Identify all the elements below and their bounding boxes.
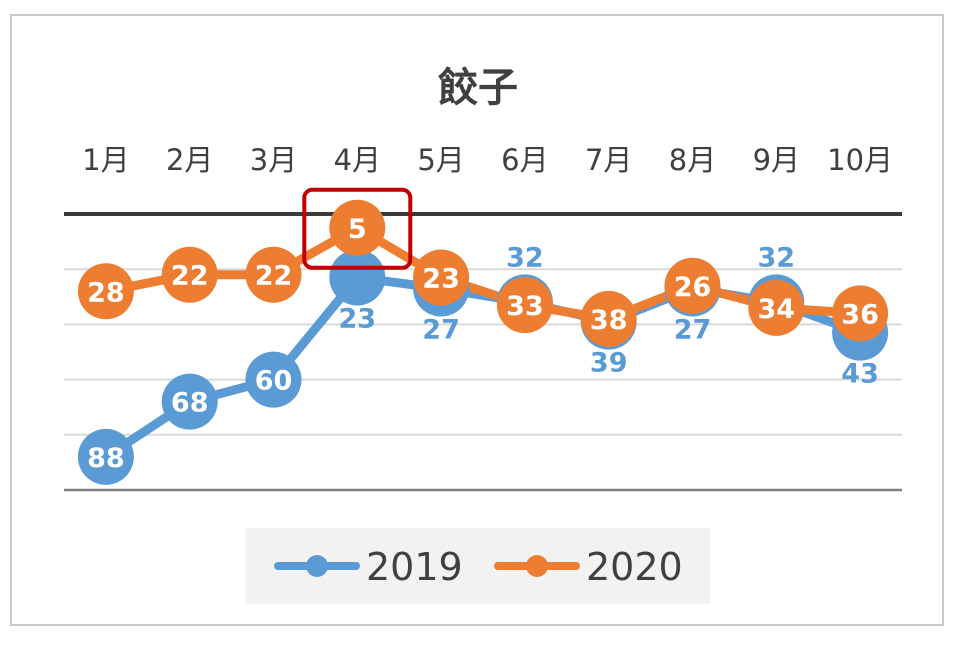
highlight-box xyxy=(302,187,413,270)
chart-title: 餃子 xyxy=(438,65,518,111)
data-label-2019-2: 68 xyxy=(171,388,209,419)
marker-2020-4 xyxy=(329,199,386,256)
legend-marker-2019 xyxy=(306,555,328,577)
data-label-2019-4: 23 xyxy=(339,303,377,334)
highlight-rect xyxy=(302,187,413,270)
data-label-2020-6: 33 xyxy=(506,291,544,322)
month-label-3: 3月 xyxy=(250,143,297,177)
legend-label-2020: 2020 xyxy=(586,545,683,589)
data-label-2019-5: 27 xyxy=(422,315,460,346)
month-label-8: 8月 xyxy=(669,143,716,177)
data-label-2020-3: 22 xyxy=(255,261,293,292)
data-label-2019-6: 32 xyxy=(506,242,544,273)
marker-2019-3 xyxy=(245,351,302,408)
data-label-2020-7: 38 xyxy=(590,305,628,336)
marker-2020-2 xyxy=(161,246,218,303)
series-lines xyxy=(101,223,865,462)
marker-2020-9 xyxy=(748,279,805,336)
data-label-2020-10: 36 xyxy=(841,299,879,330)
data-label-2019-3: 60 xyxy=(255,366,293,397)
marker-2020-6 xyxy=(496,277,553,334)
series-line-2020 xyxy=(101,223,865,324)
data-label-2020-2: 22 xyxy=(171,261,209,292)
month-label-4: 4月 xyxy=(334,143,381,177)
month-label-9: 9月 xyxy=(753,143,800,177)
data-label-2019-1: 88 xyxy=(87,443,125,474)
marker-2019-1 xyxy=(77,428,134,485)
month-label-7: 7月 xyxy=(585,143,632,177)
data-label-2020-5: 23 xyxy=(422,263,460,294)
month-label-1: 1月 xyxy=(82,143,129,177)
data-label-2019-10: 43 xyxy=(841,359,879,390)
legend-label-2019: 2019 xyxy=(366,545,463,589)
month-label-2: 2月 xyxy=(166,143,213,177)
data-label-2019-7: 39 xyxy=(590,348,628,379)
data-label-2020-9: 34 xyxy=(758,294,796,325)
month-labels: 1月 2月 3月 4月 5月 6月 7月 8月 9月 10月 xyxy=(82,143,893,177)
marker-2020-7 xyxy=(580,290,637,347)
series-markers: 88 68 60 23 27 32 39 27 32 43 28 22 22 5 23 33 38 26 34 36 xyxy=(77,199,889,485)
month-label-6: 6月 xyxy=(501,143,548,177)
marker-2020-1 xyxy=(77,263,134,320)
legend-marker-2020 xyxy=(526,555,548,577)
data-label-2019-9: 32 xyxy=(758,242,796,273)
data-label-2020-4: 5 xyxy=(348,214,367,245)
marker-2020-10 xyxy=(832,285,889,342)
data-label-2019-8: 27 xyxy=(674,315,712,346)
data-label-2020-8: 26 xyxy=(674,272,712,303)
month-label-10: 10月 xyxy=(827,143,893,177)
data-label-2020-1: 28 xyxy=(87,277,125,308)
marker-2019-2 xyxy=(161,373,218,430)
marker-2020-3 xyxy=(245,246,302,303)
marker-2020-5 xyxy=(413,249,470,306)
marker-2020-8 xyxy=(664,257,721,314)
marker-2019-4 xyxy=(329,249,386,306)
month-label-5: 5月 xyxy=(417,143,464,177)
legend: 2019 2020 xyxy=(245,528,710,604)
